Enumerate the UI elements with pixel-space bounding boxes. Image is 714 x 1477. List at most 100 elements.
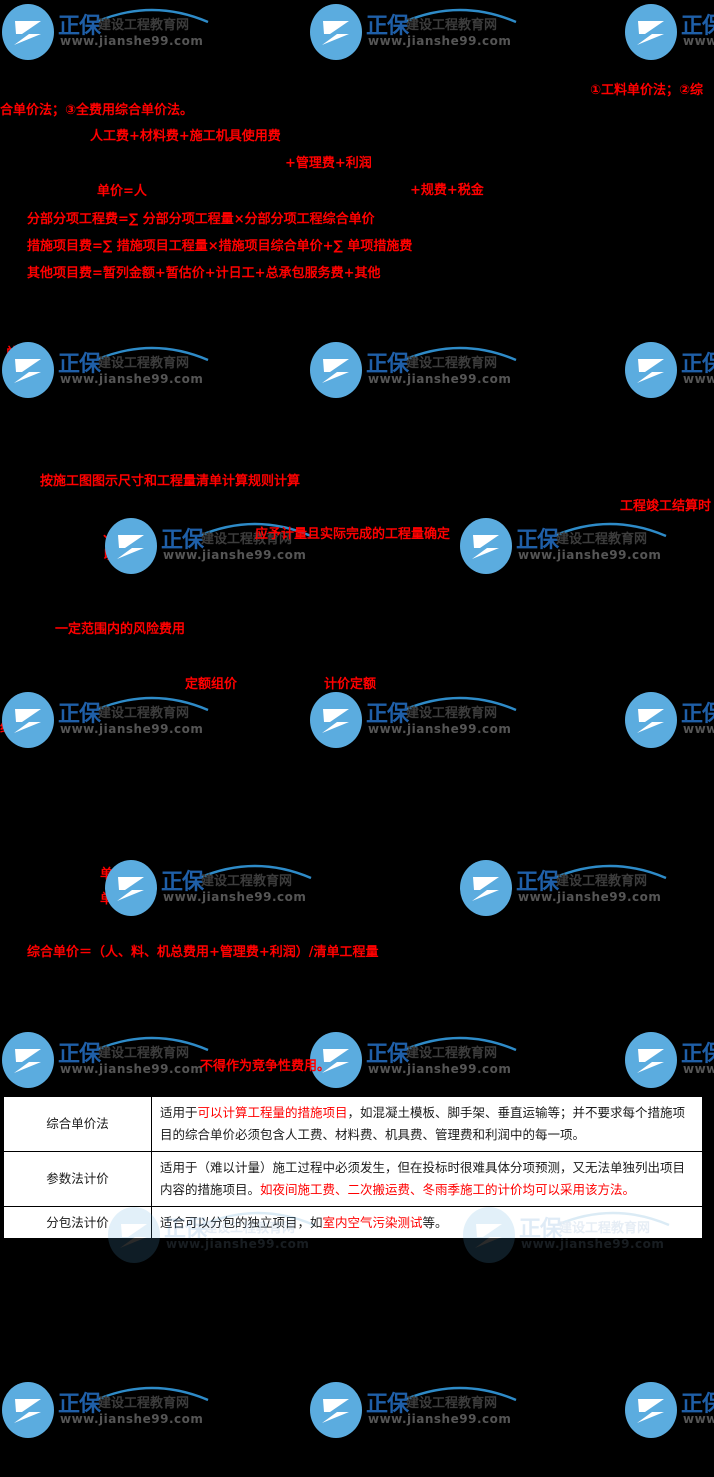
watermark-subtitle-text: 建设工程教育网 [556, 874, 648, 889]
zhengbao-swoosh-icon [637, 1049, 664, 1073]
watermark-subtitle-text: 建设工程教育网 [201, 874, 293, 889]
watermark-arc-icon [95, 696, 209, 712]
watermark-url-text: www.jianshe99.com [163, 890, 307, 904]
watermark-url-text: www.jianshe99.com [60, 1062, 204, 1076]
annotation-settlement-time: 工程竣工结算时 [620, 499, 712, 514]
description-text: 适用于（难以计量）施工过程中必须发生，但在投标时很难具体分项预测，又无法单独列出… [160, 1159, 686, 1197]
highlighted-text: 室内空气污染测试 [322, 1214, 423, 1230]
watermark-subtitle-text: 建设工程教育网 [98, 356, 190, 371]
annotation-formula-zonghe: 综合单价＝（人、料、机总费用+管理费+利润）/清单工程量 [27, 945, 379, 960]
watermark-subtitle-text: 建设工程教育网 [98, 1046, 190, 1061]
watermark-brand-text: 正保 [161, 870, 204, 895]
watermark-brand-text: 正保 [516, 870, 559, 895]
method-description-cell: 适用于（难以计量）施工过程中必须发生，但在投标时很难具体分项预测，又无法单独列出… [151, 1150, 703, 1207]
watermark-subtitle-text: 建设工程教育网 [556, 532, 648, 547]
watermark-brand-text: 正保 [681, 1042, 714, 1067]
watermark-url-text: www.jianshe99.com [368, 1062, 512, 1076]
watermark-subtitle-text: 建设工程教育网 [98, 1396, 190, 1411]
watermark-brand-text: 正保 [366, 14, 409, 39]
zhengbao-badge-icon [625, 342, 677, 398]
zhengbao-swoosh-icon [637, 709, 664, 733]
annotation-formula-fenbu: 分部分项工程费=∑ 分部分项工程量×分部分项工程综合单价 [27, 212, 375, 227]
watermark-arc-icon [198, 864, 312, 880]
annotation-calc-rule: 按施工图图示尺寸和工程量清单计算规则计算 [40, 474, 301, 489]
watermark-url-text: www.jianshe99.com [60, 722, 204, 736]
watermark-url-text: www.jianshe99.com [163, 548, 307, 562]
annotation-formula-cuoshi: 措施项目费=∑ 措施项目工程量×措施项目综合单价+∑ 单项措施费 [27, 239, 413, 254]
method-name-cell: 参数法计价 [3, 1150, 152, 1207]
watermark-url-text: www.jianshe99.com [518, 890, 662, 904]
watermark-arc-icon [553, 864, 667, 880]
zhengbao-swoosh-icon [322, 709, 349, 733]
watermark-arc-icon [95, 346, 209, 362]
watermark-brand-text: 正保 [366, 352, 409, 377]
watermark-url-text: www.jianshe99.com [60, 372, 204, 386]
watermark-brand-text: 正保 [58, 352, 101, 377]
watermark-arc-icon [403, 1036, 517, 1052]
annotation-cost-components: 人工费+材料费+施工机具使用费 [90, 129, 281, 144]
watermark-brand-text: 正保 [681, 352, 714, 377]
watermark-arc-icon [403, 696, 517, 712]
zhengbao-badge-icon [625, 692, 677, 748]
measure-pricing-method-table: 正保建设工程教育网www.jianshe99.com正保建设工程教育网www.j… [3, 1096, 703, 1263]
highlighted-text: 可以计算工程量的措施项目 [197, 1105, 348, 1120]
annotation-single-item-2: 单项 [100, 892, 127, 907]
watermark-brand-text: 正保 [58, 14, 101, 39]
annotation-methods-right: ①工料单价法；②综 [590, 83, 704, 98]
watermark-arc-icon [403, 8, 517, 24]
watermark-url-text: www.jianshe99.com [60, 34, 204, 48]
annotation-wu-hidden: 五、 [26, 1390, 53, 1405]
zhengbao-badge-icon [2, 692, 54, 748]
zhengbao-swoosh-icon [637, 359, 664, 383]
watermark-brand-text: 正保 [161, 528, 204, 553]
watermark-brand-text: 正保 [681, 702, 714, 727]
watermark-url-text: www.jianshe99.com [368, 1412, 512, 1426]
watermark-subtitle-text: 建设工程教育网 [98, 18, 190, 33]
watermark-brand-text: 正保 [58, 702, 101, 727]
zhengbao-badge-icon [625, 4, 677, 60]
zhengbao-badge-icon [460, 518, 512, 574]
watermark-subtitle-text: 建设工程教育网 [406, 18, 498, 33]
watermark-brand-text: 正保 [58, 1392, 101, 1417]
watermark-url-text: www.jianshe99.com [683, 1412, 714, 1426]
zhengbao-badge-icon [310, 342, 362, 398]
method-name-cell: 综合单价法 [3, 1096, 152, 1152]
annotation-overhead-profit: +管理费+利润 [285, 156, 372, 171]
annotation-kaodian-tag: 【考点】 [6, 23, 59, 38]
annotation-chengbao-1: 、承包 [103, 527, 143, 542]
description-text: 适合可以分包的独立项目，如 [160, 1214, 323, 1230]
watermark-url-text: www.jianshe99.com [683, 1062, 714, 1076]
watermark-url-text: www.jianshe99.com [683, 722, 714, 736]
watermark-url-text: www.jianshe99.com [683, 372, 714, 386]
watermark-subtitle-text: 建设工程教育网 [406, 356, 498, 371]
watermark-url-text: www.jianshe99.com [518, 548, 662, 562]
annotation-gui-hidden: 规 [26, 1412, 40, 1427]
watermark-url-text: www.jianshe99.com [60, 1412, 204, 1426]
annotation-pricing-quota: 计价定额 [324, 677, 377, 692]
zhengbao-badge-icon [625, 1032, 677, 1088]
zhengbao-badge-icon [625, 1382, 677, 1438]
watermark-brand-text: 正保 [681, 1392, 714, 1417]
method-name-cell: 分包法计价 [3, 1205, 152, 1240]
zhengbao-badge-icon [460, 860, 512, 916]
annotation-budei-hidden: 不得作 [315, 1411, 355, 1426]
table-row: 综合单价法 适用于可以计算工程量的措施项目，如混凝土模板、脚手架、垂直运输等；并不… [3, 1096, 703, 1152]
annotation-no-competitive: 不得作为竞争性费用。 [200, 1059, 331, 1074]
zhengbao-swoosh-icon [472, 535, 499, 559]
annotation-qingdan-hidden: 清单 [5, 1059, 32, 1074]
watermark-subtitle-text: 建设工程教育网 [406, 706, 498, 721]
